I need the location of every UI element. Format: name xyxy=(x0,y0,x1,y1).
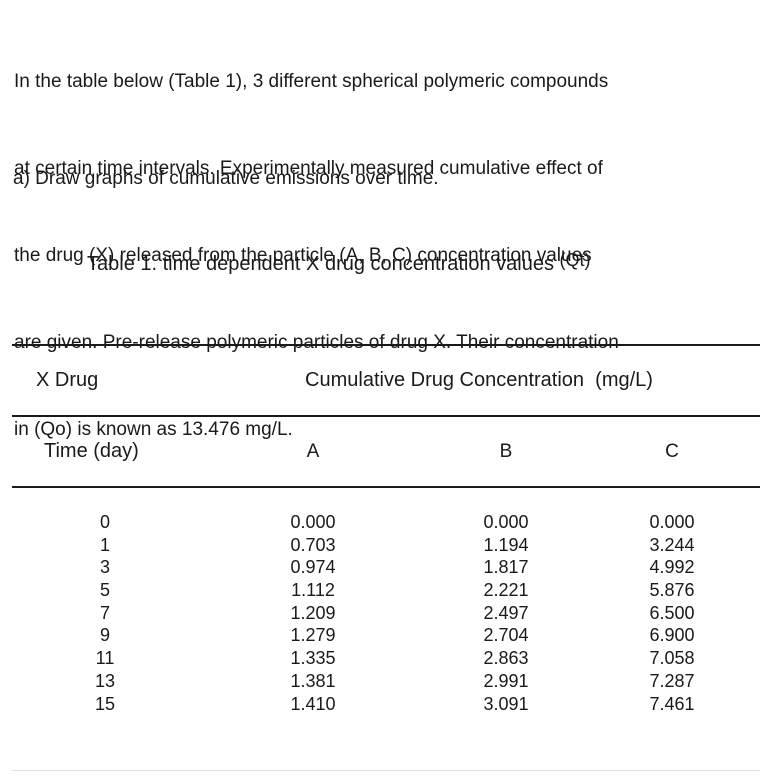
column-header-time: Time (day) xyxy=(44,440,139,462)
table-row: 9 1.279 2.704 6.900 xyxy=(12,624,760,647)
table-row: 3 0.974 1.817 4.992 xyxy=(12,556,760,579)
table-caption-text: Table 1. time dependent X drug concentra… xyxy=(87,253,554,275)
table-row: 7 1.209 2.497 6.500 xyxy=(12,602,760,625)
intro-line: in (Qo) is known as 13.476 mg/L. xyxy=(14,419,293,440)
value-a-cell: 1.335 xyxy=(290,648,336,669)
value-c-cell: 5.876 xyxy=(649,580,695,601)
value-c-cell: 4.992 xyxy=(649,557,695,578)
value-b-cell: 2.704 xyxy=(483,625,529,646)
table-row: 5 1.112 2.221 5.876 xyxy=(12,579,760,602)
table-caption-qt-label: (Qt) xyxy=(559,250,591,270)
value-b-cell: 1.194 xyxy=(483,534,529,555)
value-c-cell: 7.461 xyxy=(649,693,695,714)
value-c-cell: 0.000 xyxy=(649,512,695,532)
time-cell: 1 xyxy=(99,534,110,555)
table-group-header-row: X Drug Cumulative Drug Concentration (mg… xyxy=(12,346,760,415)
time-cell: 7 xyxy=(99,602,110,623)
value-b-cell: 2.497 xyxy=(483,602,529,623)
intro-line: are given. Pre-release polymeric particl… xyxy=(14,332,619,353)
value-b-cell: 3.091 xyxy=(483,693,529,714)
column-header-a: A xyxy=(306,440,320,462)
value-b-cell: 2.991 xyxy=(483,670,529,691)
time-cell: 0 xyxy=(99,512,110,532)
value-a-cell: 0.000 xyxy=(290,512,336,532)
table-row: 13 1.381 2.991 7.287 xyxy=(12,670,760,693)
value-b-cell: 2.863 xyxy=(483,648,529,669)
column-header-c: C xyxy=(665,440,679,462)
time-cell: 5 xyxy=(99,580,110,601)
time-cell: 9 xyxy=(99,625,110,646)
time-cell: 15 xyxy=(94,693,116,714)
value-a-cell: 1.112 xyxy=(291,580,335,601)
table-row: 11 1.335 2.863 7.058 xyxy=(12,647,760,670)
table-rule-mid1 xyxy=(12,415,760,417)
header-x-drug: X Drug xyxy=(36,369,99,391)
value-a-cell: 0.703 xyxy=(290,534,336,555)
value-c-cell: 3.244 xyxy=(649,534,695,555)
value-a-cell: 1.381 xyxy=(290,670,336,691)
header-cumulative-concentration: Cumulative Drug Concentration (mg/L) xyxy=(305,369,653,391)
table-column-header-row: Time (day) A B C xyxy=(12,417,760,486)
time-cell: 13 xyxy=(94,670,116,691)
table-body: 0 0.000 0.000 0.000 1 0.703 1.194 3.244 3 0.974 1.… xyxy=(12,488,760,715)
value-a-cell: 0.974 xyxy=(290,557,336,578)
table-row: 15 1.410 3.091 7.461 xyxy=(12,693,760,716)
value-b-cell: 2.221 xyxy=(483,580,529,601)
intro-line: at certain time intervals. Experimentall… xyxy=(14,158,603,179)
value-a-cell: 1.279 xyxy=(290,625,336,646)
table-caption: Table 1. time dependent X drug concentra… xyxy=(87,250,591,276)
value-a-cell: 1.209 xyxy=(290,602,336,623)
time-cell: 11 xyxy=(95,648,115,669)
table-row: 1 0.703 1.194 3.244 xyxy=(12,534,760,557)
table-rule-bottom xyxy=(12,770,760,772)
value-c-cell: 7.287 xyxy=(649,670,695,691)
data-table: X Drug Cumulative Drug Concentration (mg… xyxy=(12,344,760,772)
value-c-cell: 6.900 xyxy=(649,625,695,646)
column-header-b: B xyxy=(499,440,513,462)
value-a-cell: 1.410 xyxy=(290,693,336,714)
intro-line: the drug (X) released from the particle … xyxy=(14,245,592,266)
time-cell: 3 xyxy=(99,557,110,578)
table-rule-top xyxy=(12,344,760,346)
intro-line: In the table below (Table 1), 3 differen… xyxy=(14,71,609,92)
table-rule-mid2 xyxy=(12,486,760,488)
value-c-cell: 7.058 xyxy=(649,648,695,669)
value-b-cell: 1.817 xyxy=(483,557,529,578)
value-b-cell: 0.000 xyxy=(483,512,529,532)
intro-paragraph: In the table below (Table 1), 3 differen… xyxy=(14,9,619,502)
value-c-cell: 6.500 xyxy=(649,602,695,623)
table-row: 0 0.000 0.000 0.000 xyxy=(12,511,760,534)
question-item-a: a) Draw graphs of cumulative emissions o… xyxy=(13,168,439,189)
